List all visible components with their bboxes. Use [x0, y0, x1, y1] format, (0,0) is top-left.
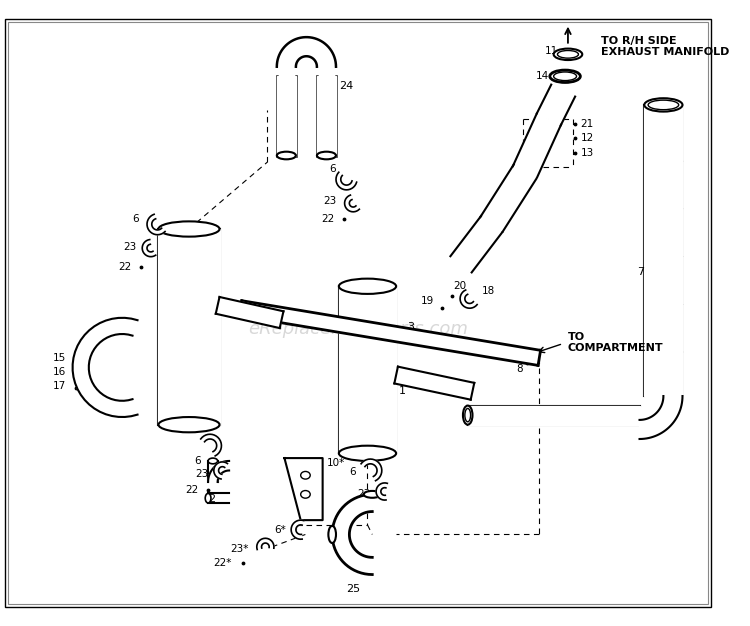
- Polygon shape: [277, 76, 296, 155]
- Text: 23: 23: [324, 197, 337, 207]
- Polygon shape: [640, 396, 682, 439]
- Text: 22: 22: [321, 215, 334, 225]
- Polygon shape: [451, 216, 503, 272]
- Text: 23: 23: [357, 490, 370, 500]
- Polygon shape: [460, 290, 477, 308]
- Text: 25: 25: [346, 584, 360, 594]
- Ellipse shape: [158, 222, 220, 237]
- Text: 2: 2: [208, 494, 214, 504]
- Polygon shape: [214, 462, 227, 479]
- Ellipse shape: [339, 279, 396, 294]
- Polygon shape: [216, 297, 284, 328]
- Text: 24: 24: [339, 81, 353, 91]
- Text: 13: 13: [580, 148, 593, 158]
- Text: 19: 19: [421, 295, 434, 305]
- Text: 14: 14: [536, 71, 549, 81]
- Ellipse shape: [301, 471, 310, 479]
- Polygon shape: [332, 495, 372, 575]
- Text: 17: 17: [53, 381, 66, 391]
- Text: 22: 22: [185, 485, 199, 495]
- Ellipse shape: [557, 51, 578, 58]
- Text: 6*: 6*: [274, 525, 286, 535]
- Ellipse shape: [550, 70, 580, 83]
- Polygon shape: [73, 318, 137, 417]
- Ellipse shape: [463, 406, 472, 424]
- Text: 4: 4: [447, 379, 454, 389]
- Polygon shape: [361, 459, 382, 481]
- Text: 4: 4: [254, 305, 261, 315]
- Text: 22: 22: [118, 262, 132, 272]
- Ellipse shape: [465, 408, 470, 422]
- Text: 10*: 10*: [326, 458, 345, 468]
- Polygon shape: [158, 229, 220, 424]
- Polygon shape: [480, 165, 536, 232]
- Text: 9: 9: [516, 177, 523, 187]
- Ellipse shape: [554, 72, 577, 81]
- Text: 6: 6: [350, 468, 356, 478]
- Polygon shape: [513, 114, 561, 177]
- Polygon shape: [468, 406, 640, 424]
- Text: TO R/H SIDE: TO R/H SIDE: [602, 36, 677, 46]
- Polygon shape: [291, 520, 304, 539]
- Text: 1: 1: [399, 386, 406, 396]
- Polygon shape: [201, 434, 221, 456]
- Polygon shape: [339, 286, 396, 453]
- Text: 7: 7: [638, 267, 644, 277]
- Ellipse shape: [648, 100, 679, 110]
- Ellipse shape: [301, 491, 310, 498]
- Ellipse shape: [644, 98, 682, 111]
- Text: 12: 12: [580, 133, 593, 143]
- Polygon shape: [344, 195, 359, 212]
- Polygon shape: [277, 37, 336, 67]
- Ellipse shape: [339, 446, 396, 461]
- Text: 15: 15: [53, 353, 66, 363]
- Text: 6: 6: [329, 164, 336, 174]
- Ellipse shape: [328, 526, 336, 543]
- Text: 23: 23: [123, 242, 136, 252]
- Text: 16: 16: [53, 367, 66, 377]
- Polygon shape: [537, 85, 575, 125]
- Text: 22*: 22*: [214, 558, 232, 568]
- Text: TO: TO: [568, 332, 585, 342]
- Ellipse shape: [158, 417, 220, 433]
- Text: 3: 3: [407, 322, 414, 332]
- Polygon shape: [239, 300, 541, 366]
- Text: 23: 23: [195, 470, 208, 480]
- Polygon shape: [147, 214, 165, 235]
- Polygon shape: [336, 172, 356, 190]
- Ellipse shape: [554, 49, 582, 60]
- Text: EXHAUST MANIFOLD: EXHAUST MANIFOLD: [602, 48, 730, 58]
- Text: 22: 22: [347, 504, 361, 514]
- Text: 23*: 23*: [230, 544, 248, 554]
- Text: eReplacementParts.com: eReplacementParts.com: [248, 321, 468, 338]
- Ellipse shape: [364, 491, 381, 498]
- Polygon shape: [644, 105, 682, 396]
- Polygon shape: [256, 538, 274, 550]
- Text: 11: 11: [545, 46, 559, 56]
- Text: 18: 18: [482, 286, 495, 296]
- Text: 8: 8: [517, 364, 523, 374]
- Polygon shape: [142, 240, 156, 257]
- Polygon shape: [284, 458, 322, 520]
- Text: 21: 21: [580, 119, 593, 129]
- Polygon shape: [376, 483, 387, 500]
- Polygon shape: [394, 367, 474, 399]
- Text: COMPARTMENT: COMPARTMENT: [568, 343, 664, 353]
- Ellipse shape: [206, 493, 211, 503]
- Text: 20: 20: [454, 281, 466, 291]
- Text: 6: 6: [132, 215, 139, 225]
- Ellipse shape: [208, 458, 218, 464]
- Ellipse shape: [277, 151, 296, 160]
- Ellipse shape: [317, 151, 336, 160]
- Polygon shape: [317, 76, 336, 155]
- Polygon shape: [208, 461, 229, 482]
- Text: 5: 5: [160, 419, 167, 429]
- Text: 6: 6: [194, 456, 200, 466]
